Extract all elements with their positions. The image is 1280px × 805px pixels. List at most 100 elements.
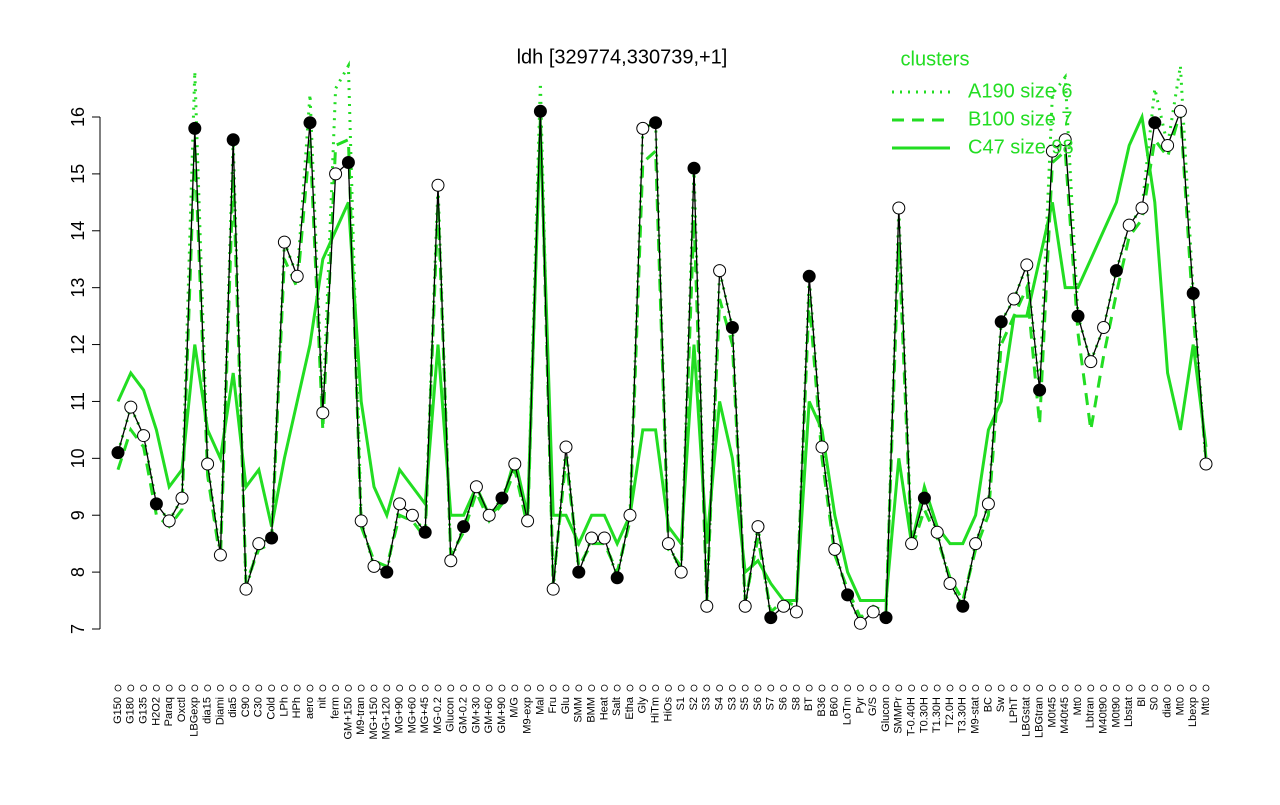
x-tick-label: S4 [714,697,726,710]
x-tick-label: S1 [675,697,687,710]
x-tick [344,684,352,692]
data-point [1186,286,1200,300]
data-point [213,548,227,562]
x-tick-label: MG+60 [406,697,418,733]
y-tick-label: 15 [68,164,88,184]
data-point [1199,457,1213,471]
data-point [687,161,701,175]
x-tick-label: HiOs [662,697,674,722]
x-tick-label: M40t90 [1098,697,1110,734]
x-tick [805,684,813,692]
x-tick [690,684,698,692]
x-tick [472,684,480,692]
data-point [1007,292,1021,306]
data-point [853,616,867,630]
data-point [981,497,995,511]
x-tick [421,684,429,692]
x-tick [716,684,723,692]
data-point [239,582,253,596]
x-tick-label: LoTm [842,697,854,725]
data-point [802,269,816,283]
x-tick-label: Gly [637,697,649,714]
x-tick [652,684,659,692]
x-tick-label: Glucon [445,697,457,732]
x-tick [921,684,928,692]
x-tick-label: Paraq [163,697,175,726]
data-point [201,457,215,471]
data-point [841,588,855,602]
y-tick-label: 11 [68,392,88,411]
data-point [418,525,432,539]
data-point [610,571,624,585]
x-tick [242,684,250,692]
y-tick-label: 10 [68,448,88,468]
x-tick [408,684,416,692]
x-tick-label: Mt0 [1200,697,1212,715]
chart-title: ldh [329774,330739,+1] [517,46,728,68]
data-point [367,559,381,573]
x-tick-label: MG+45 [419,697,431,733]
x-tick-label: LBGtran [1034,697,1046,738]
data-point [149,497,163,511]
x-tick-label: Glu [560,697,572,714]
legend-label: C47 size 98 [968,136,1074,158]
x-tick [985,684,992,692]
x-tick [946,684,954,692]
x-tick [332,684,340,692]
x-tick-label: BT [803,697,815,711]
data-point [380,565,394,579]
data-point [1122,218,1136,232]
x-tick-label: SMM [573,697,585,723]
x-tick [575,684,583,692]
x-tick [152,684,160,692]
x-tick [869,684,877,692]
data-point [329,167,343,181]
x-tick [703,684,711,692]
x-tick [754,684,762,692]
x-tick-label: LPh [278,697,290,717]
x-tick-label: S6 [752,697,764,710]
x-tick-label: Lbstat [1123,697,1135,727]
x-tick-label: M9-tran [355,697,367,735]
data-point [265,531,279,545]
x-tick [1189,684,1197,692]
x-tick-label: M40t45 [1059,697,1071,734]
data-point [623,508,637,522]
x-tick-label: M9-stat [970,697,982,734]
data-point [290,269,304,283]
data-point [303,116,317,130]
x-tick [793,684,800,692]
x-tick-label: HPh [291,697,303,718]
y-tick-label: 12 [68,335,88,355]
x-tick [357,684,365,692]
x-tick [511,684,519,692]
x-tick [601,684,608,692]
x-tick [959,684,967,692]
data-point [738,599,752,613]
x-tick [831,684,839,692]
legend-title: clusters [901,48,970,70]
x-tick [396,684,404,692]
x-tick [1036,684,1043,692]
legend-label: B100 size 7 [968,108,1073,130]
x-tick-label: S2 [688,697,700,710]
series-line [116,110,1208,621]
x-tick-label: Lbexp [1187,697,1199,727]
x-tick-label: Glucon [880,697,892,732]
data-point [405,508,419,522]
x-tick [677,684,685,692]
data-point [1045,144,1059,158]
x-tick [127,684,135,692]
data-point [815,440,829,454]
data-point [137,429,151,443]
x-tick [1177,684,1184,692]
data-point [393,497,407,511]
x-tick-label: S5 [739,697,751,710]
data-point [866,605,880,619]
data-point [495,491,509,505]
x-tick [370,684,378,692]
x-tick-label: M0t90 [1110,697,1122,728]
x-tick-label: B36 [816,697,828,717]
data-point [649,116,663,130]
